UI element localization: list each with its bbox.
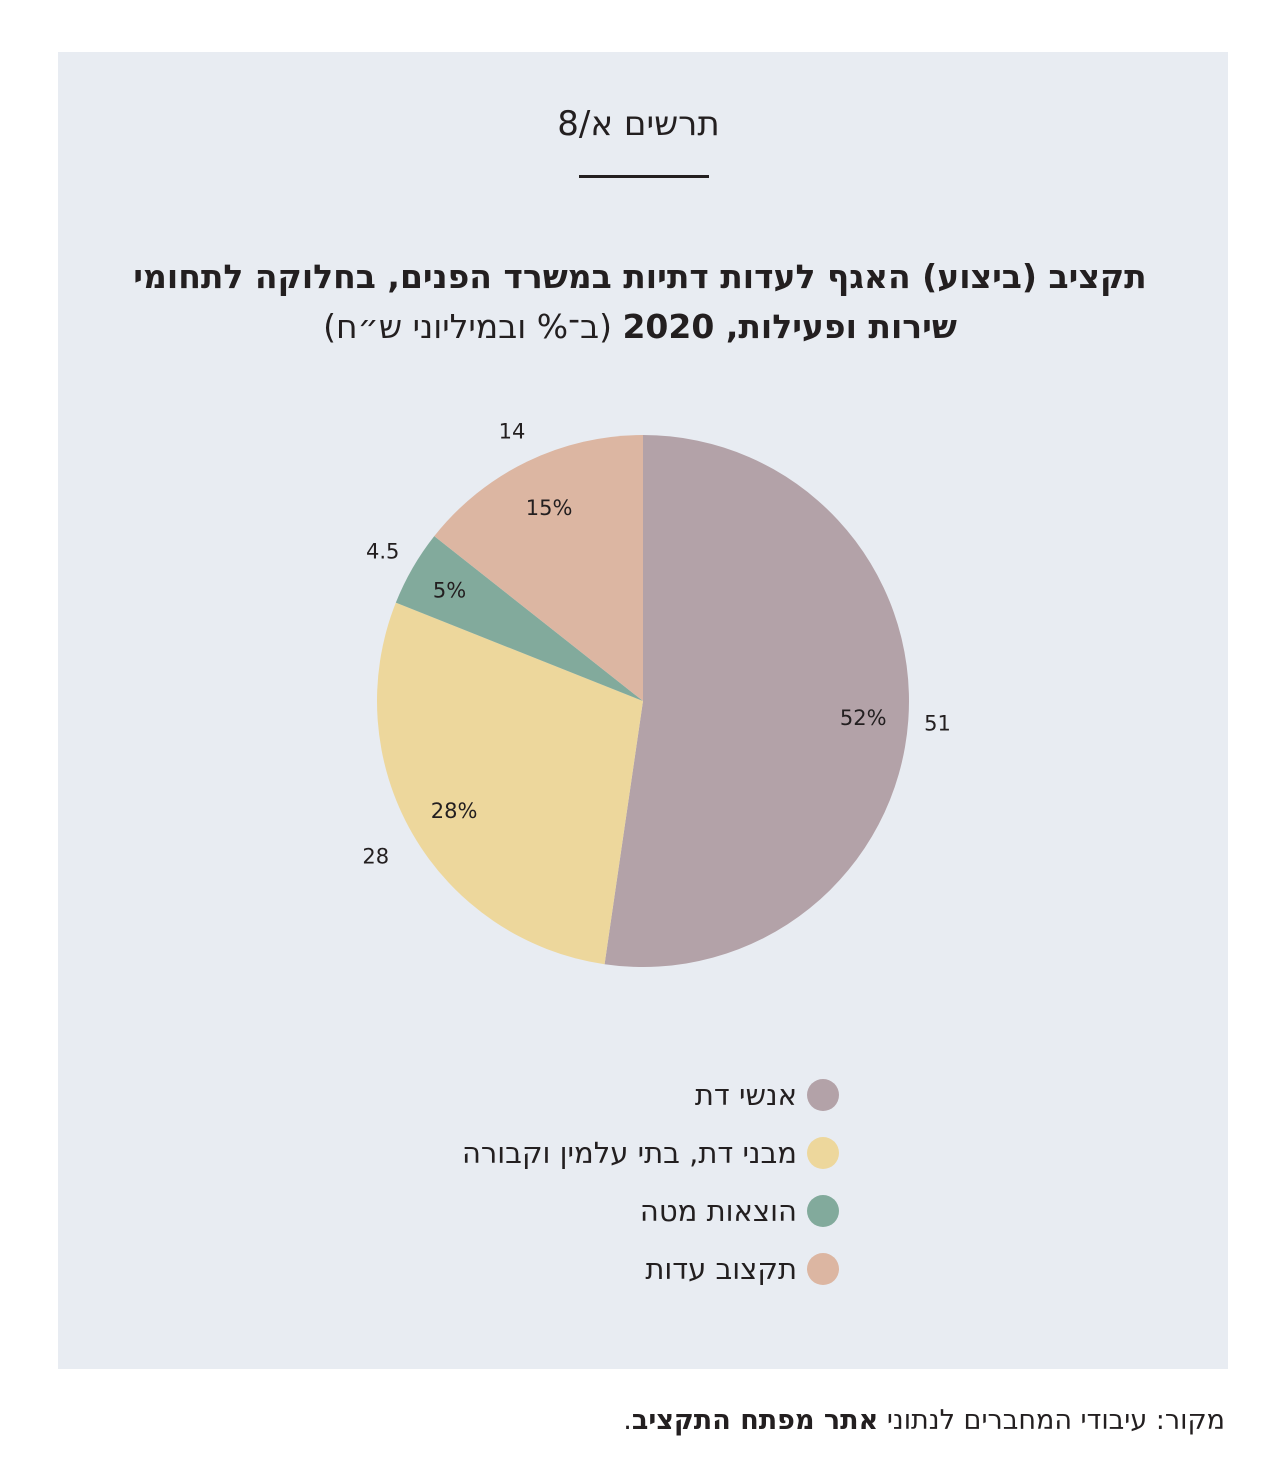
title-divider <box>579 175 709 178</box>
slice-percent-label: 52% <box>840 706 887 730</box>
legend-swatch <box>807 1079 839 1111</box>
source-prefix: מקור: עיבודי המחברים לנתוני <box>886 1405 1225 1436</box>
legend-label: תקצוב עדות <box>645 1252 797 1286</box>
legend-item: מבני דת, בתי עלמין וקבורה <box>462 1124 839 1182</box>
pie-slice <box>395 536 643 701</box>
legend-swatch <box>807 1137 839 1169</box>
pie-slice <box>376 602 643 965</box>
legend-swatch <box>807 1253 839 1285</box>
pie-slice <box>604 435 910 967</box>
legend-item: תקצוב עדות <box>462 1240 839 1298</box>
slice-value-label: 4.5 <box>366 540 399 564</box>
legend-label: אנשי דת <box>694 1078 797 1112</box>
source-suffix: . <box>623 1405 632 1436</box>
pie-slices <box>376 435 910 967</box>
slice-value-label: 14 <box>499 419 526 443</box>
title-unit: (ב־% ובמיליוני ש״ח) <box>323 307 612 346</box>
legend-item: אנשי דת <box>462 1066 839 1124</box>
legend-item: הוצאות מטה <box>462 1182 839 1240</box>
slice-percent-label: 28% <box>431 799 478 823</box>
slice-value-label: 28 <box>362 844 389 868</box>
legend-label: הוצאות מטה <box>639 1194 797 1228</box>
title-line-2: שירות ופעילות, 2020 (ב־% ובמיליוני ש״ח) <box>60 302 1220 352</box>
legend-swatch <box>807 1195 839 1227</box>
slice-percent-label: 5% <box>433 578 466 602</box>
title-line-1: תקציב (ביצוע) האגף לעדות דתיות במשרד הפנ… <box>133 257 1147 296</box>
pie-slice <box>434 435 643 701</box>
chart-title: תקציב (ביצוע) האגף לעדות דתיות במשרד הפנ… <box>60 252 1220 352</box>
slice-percent-label: 15% <box>526 496 573 520</box>
title-line-2-bold: שירות ופעילות, 2020 <box>622 307 957 346</box>
pie-labels: 52% 51 28% 28 5% 4.5 15% 14 <box>362 419 950 868</box>
slice-value-label: 51 <box>924 711 951 735</box>
legend-label: מבני דת, בתי עלמין וקבורה <box>461 1136 797 1170</box>
source-note: מקור: עיבודי המחברים לנתוני אתר מפתח התק… <box>623 1405 1225 1436</box>
figure-label: תרשים א/8 <box>557 104 720 144</box>
source-link-text: אתר מפתח התקציב <box>631 1405 879 1436</box>
legend: אנשי דת מבני דת, בתי עלמין וקבורה הוצאות מ… <box>462 1066 839 1298</box>
